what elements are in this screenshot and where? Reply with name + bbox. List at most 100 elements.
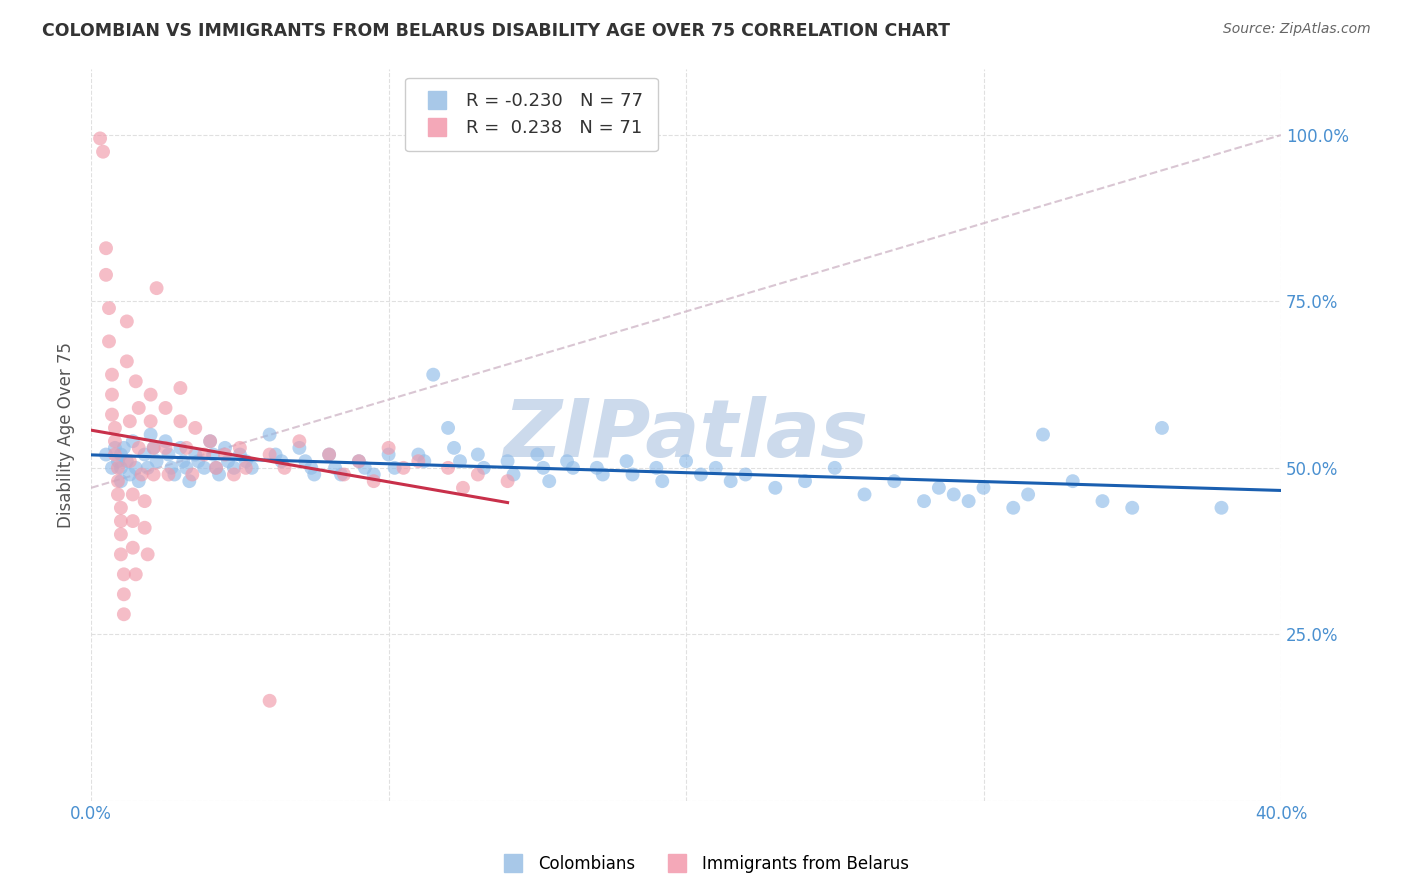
Point — [472, 460, 495, 475]
Point — [883, 474, 905, 488]
Point — [110, 547, 132, 561]
Point — [240, 460, 263, 475]
Point — [104, 441, 127, 455]
Point — [110, 500, 132, 515]
Point — [526, 448, 548, 462]
Point — [112, 441, 135, 455]
Point — [104, 421, 127, 435]
Point — [562, 460, 585, 475]
Point — [155, 401, 177, 415]
Point — [134, 448, 156, 462]
Point — [437, 460, 460, 475]
Point — [377, 441, 399, 455]
Point — [973, 481, 995, 495]
Point — [179, 474, 201, 488]
Point — [202, 448, 225, 462]
Point — [91, 145, 114, 159]
Point — [121, 541, 143, 555]
Point — [115, 454, 138, 468]
Point — [330, 467, 353, 482]
Point — [1062, 474, 1084, 488]
Point — [139, 414, 162, 428]
Point — [89, 131, 111, 145]
Point — [160, 460, 183, 475]
Point — [125, 374, 148, 388]
Point — [496, 454, 519, 468]
Point — [592, 467, 614, 482]
Point — [115, 314, 138, 328]
Point — [585, 460, 607, 475]
Point — [408, 448, 430, 462]
Point — [538, 474, 561, 488]
Point — [176, 441, 198, 455]
Point — [763, 481, 786, 495]
Point — [198, 434, 221, 449]
Point — [273, 460, 295, 475]
Point — [139, 387, 162, 401]
Point — [101, 408, 124, 422]
Point — [621, 467, 644, 482]
Point — [128, 441, 150, 455]
Point — [98, 301, 121, 315]
Point — [299, 460, 322, 475]
Point — [645, 460, 668, 475]
Legend: R = -0.230   N = 77, R =  0.238   N = 71: R = -0.230 N = 77, R = 0.238 N = 71 — [405, 78, 658, 152]
Point — [502, 467, 524, 482]
Point — [912, 494, 935, 508]
Point — [229, 448, 252, 462]
Point — [437, 421, 460, 435]
Point — [110, 527, 132, 541]
Point — [217, 454, 239, 468]
Point — [118, 414, 141, 428]
Point — [651, 474, 673, 488]
Point — [734, 467, 756, 482]
Point — [1121, 500, 1143, 515]
Point — [208, 467, 231, 482]
Point — [467, 448, 489, 462]
Point — [794, 474, 817, 488]
Point — [163, 467, 186, 482]
Point — [112, 567, 135, 582]
Point — [118, 467, 141, 482]
Point — [142, 467, 165, 482]
Point — [616, 454, 638, 468]
Point — [184, 448, 207, 462]
Point — [235, 454, 257, 468]
Point — [104, 448, 127, 462]
Point — [98, 334, 121, 349]
Point — [333, 467, 356, 482]
Point — [155, 441, 177, 455]
Point — [107, 460, 129, 475]
Point — [288, 434, 311, 449]
Point — [1091, 494, 1114, 508]
Point — [136, 460, 159, 475]
Point — [413, 454, 436, 468]
Point — [128, 401, 150, 415]
Point — [1150, 421, 1173, 435]
Point — [353, 460, 375, 475]
Point — [169, 414, 191, 428]
Point — [422, 368, 444, 382]
Point — [288, 441, 311, 455]
Point — [107, 474, 129, 488]
Point — [110, 474, 132, 488]
Point — [259, 448, 281, 462]
Point — [142, 441, 165, 455]
Point — [824, 460, 846, 475]
Point — [259, 427, 281, 442]
Point — [125, 460, 148, 475]
Text: Source: ZipAtlas.com: Source: ZipAtlas.com — [1223, 22, 1371, 37]
Point — [169, 381, 191, 395]
Point — [1017, 487, 1039, 501]
Point — [347, 454, 370, 468]
Point — [957, 494, 980, 508]
Point — [1002, 500, 1025, 515]
Point — [555, 454, 578, 468]
Point — [110, 514, 132, 528]
Point — [101, 368, 124, 382]
Point — [392, 460, 415, 475]
Point — [451, 481, 474, 495]
Point — [235, 460, 257, 475]
Point — [198, 434, 221, 449]
Point — [531, 460, 554, 475]
